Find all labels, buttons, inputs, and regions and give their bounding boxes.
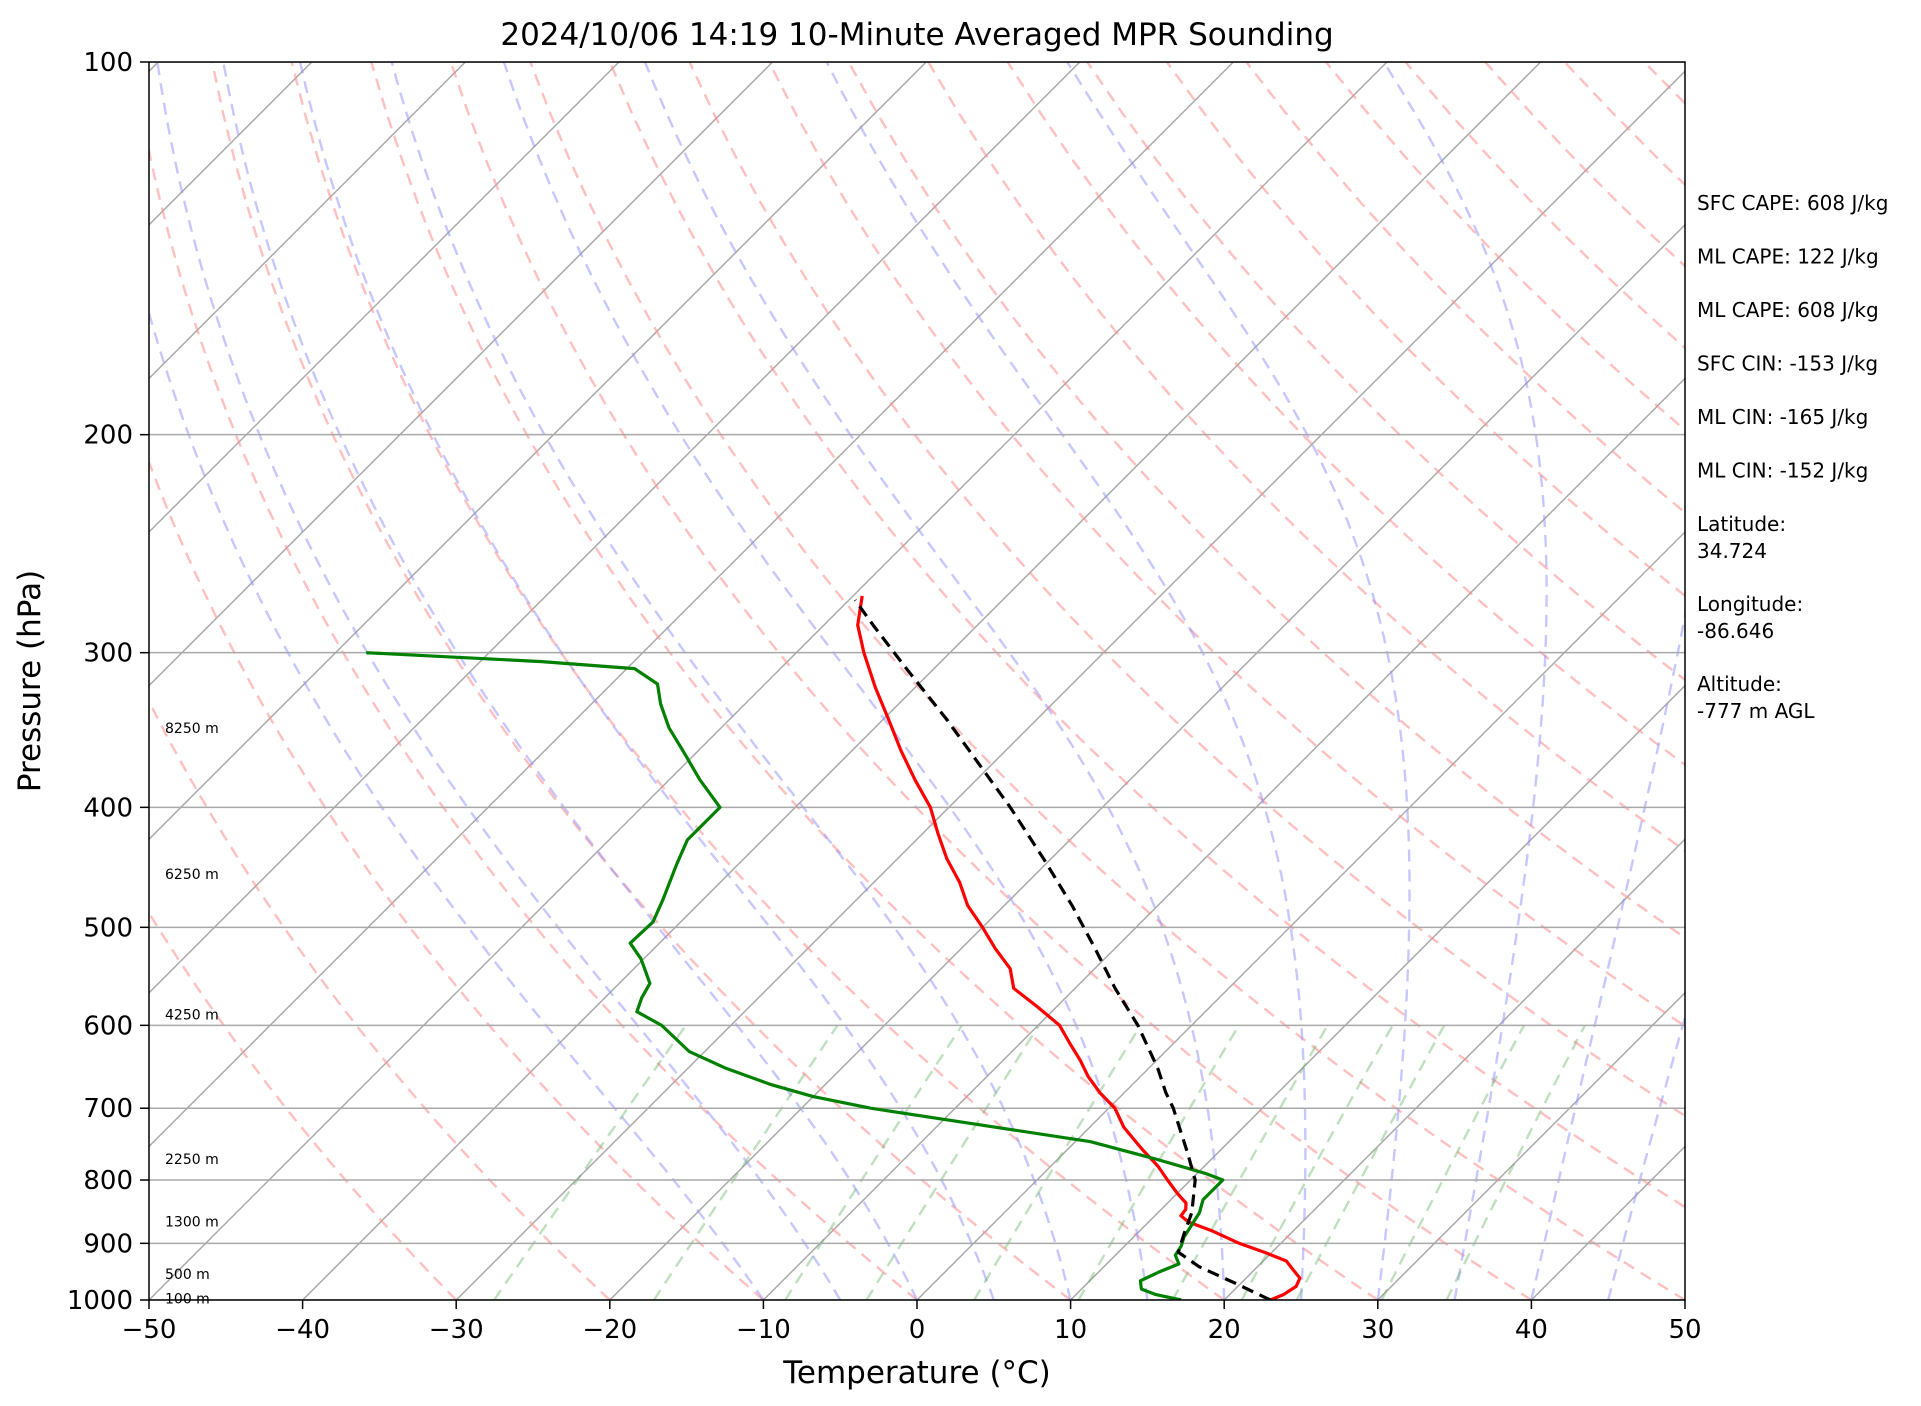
isotherm-line <box>149 62 620 534</box>
dry-adiabat-line <box>449 62 1533 1300</box>
dry-adiabat-line <box>290 62 1225 1300</box>
sounding-stat: Latitude: 34.724 <box>1697 512 1786 563</box>
moist-adiabat-line <box>825 62 1307 1300</box>
isotherm-line <box>1223 838 1685 1300</box>
moist-adiabat-line <box>1382 62 1548 1300</box>
mixing-ratio-line <box>1295 1024 1446 1300</box>
x-tick-label: −20 <box>582 1315 637 1345</box>
dry-adiabat-line <box>370 62 1379 1300</box>
dry-adiabat-line <box>1006 62 1685 767</box>
isotherm-line <box>1377 991 1685 1300</box>
height-label: 2250 m <box>165 1152 219 1168</box>
isotherm-line <box>149 62 1081 994</box>
x-axis-title: Temperature (°C) <box>782 1355 1051 1391</box>
mixing-ratio-line <box>973 1024 1142 1300</box>
y-tick-label: 700 <box>83 1094 133 1124</box>
mixing-ratio-line <box>1077 1024 1240 1300</box>
temperature-line <box>856 595 1302 1300</box>
sounding-stat: Longitude: -86.646 <box>1697 592 1803 643</box>
moist-adiabat-line <box>156 62 842 1300</box>
y-tick-label: 400 <box>83 793 133 823</box>
moist-adiabat-line <box>1607 1012 1685 1300</box>
isotherm-line <box>302 62 1542 1300</box>
x-tick-label: 30 <box>1361 1315 1394 1345</box>
height-label: 8250 m <box>165 721 219 737</box>
mixing-ratio-line <box>1445 1024 1586 1300</box>
pressure-gridlines <box>149 62 1685 1300</box>
y-axis: 100 200 300 400 500 600 700 800 900 1000 <box>67 48 149 1316</box>
x-tick-label: −50 <box>122 1315 177 1345</box>
isotherm-line <box>762 377 1685 1300</box>
moist-adiabat-line <box>222 62 919 1300</box>
x-tick-label: −40 <box>275 1315 330 1345</box>
moist-adiabat-line <box>643 62 1226 1300</box>
isotherm-line <box>455 70 1685 1300</box>
moist-adiabat-line <box>502 62 1149 1300</box>
sounding-stat: Altitude: -777 m AGL <box>1697 672 1815 723</box>
mixing-ratio-line <box>1240 1024 1394 1300</box>
x-tick-label: −10 <box>736 1315 791 1345</box>
dry-adiabat-line <box>149 459 765 1300</box>
x-tick-label: 0 <box>909 1315 926 1345</box>
x-axis: −50 −40 −30 −20 −10 0 10 20 30 40 50 <box>122 1300 1702 1345</box>
y-tick-label: 200 <box>83 421 133 451</box>
mixing-ratio-line <box>1380 1024 1526 1300</box>
dry-adiabat-line <box>149 145 918 1300</box>
background-lines <box>149 62 1685 1300</box>
sounding-stats-panel: SFC CAPE: 608 J/kg ML CAPE: 122 J/kg ML CA… <box>1697 191 1888 723</box>
y-tick-label: 1000 <box>67 1286 133 1316</box>
sounding-series <box>366 595 1302 1300</box>
y-tick-label: 900 <box>83 1229 133 1259</box>
height-label: 6250 m <box>165 867 219 883</box>
y-tick-label: 600 <box>83 1011 133 1041</box>
dry-adiabat-line <box>1086 62 1685 682</box>
parcel-profile-line <box>853 599 1271 1300</box>
isotherm-line <box>1070 684 1685 1300</box>
chart-title: 2024/10/06 14:19 10-Minute Averaged MPR … <box>500 17 1333 53</box>
sounding-stat: ML CIN: -152 J/kg <box>1697 459 1868 483</box>
dry-adiabat-line <box>210 62 1072 1300</box>
sounding-stat: ML CAPE: 608 J/kg <box>1697 298 1879 322</box>
height-label: 1300 m <box>165 1214 219 1230</box>
y-tick-label: 100 <box>83 48 133 78</box>
dewpoint-line <box>366 651 1225 1300</box>
x-tick-label: 50 <box>1668 1315 1701 1345</box>
x-tick-label: 20 <box>1208 1315 1241 1345</box>
sounding-stat: SFC CIN: -153 J/kg <box>1697 352 1878 376</box>
dry-adiabat-line <box>529 62 1685 1300</box>
height-label: 500 m <box>165 1267 210 1283</box>
height-label: 4250 m <box>165 1007 219 1023</box>
sounding-stat: ML CAPE: 122 J/kg <box>1697 245 1879 269</box>
isotherm-line <box>149 62 1234 1148</box>
isotherm-line <box>149 62 1388 1300</box>
height-label: 100 m <box>165 1291 210 1307</box>
sounding-stat: ML CIN: -165 J/kg <box>1697 405 1868 429</box>
moist-adiabat-line <box>1530 609 1685 1300</box>
moist-adiabat-line <box>298 62 995 1300</box>
height-labels: 8250 m 6250 m 4250 m 2250 m 1300 m 500 m 100 m <box>165 721 219 1308</box>
y-tick-label: 300 <box>83 639 133 669</box>
y-tick-label: 500 <box>83 913 133 943</box>
dry-adiabat-line <box>149 698 611 1300</box>
moist-adiabat-line <box>149 308 765 1300</box>
x-tick-label: −30 <box>429 1315 484 1345</box>
moist-adiabat-line <box>1066 62 1411 1300</box>
moist-adiabat-line <box>390 62 1072 1300</box>
x-tick-label: 10 <box>1054 1315 1087 1345</box>
y-tick-label: 800 <box>83 1166 133 1196</box>
y-axis-title: Pressure (hPa) <box>12 570 48 792</box>
x-tick-label: 40 <box>1515 1315 1548 1345</box>
dry-adiabat-line <box>768 62 1685 1028</box>
sounding-stat: SFC CAPE: 608 J/kg <box>1697 191 1888 215</box>
isotherm-line <box>149 62 774 687</box>
isotherm-line <box>609 223 1685 1300</box>
isotherm-line <box>149 62 927 841</box>
isotherm-line <box>916 530 1685 1300</box>
isotherm-line <box>149 62 466 380</box>
dry-adiabat-line <box>1165 62 1685 598</box>
